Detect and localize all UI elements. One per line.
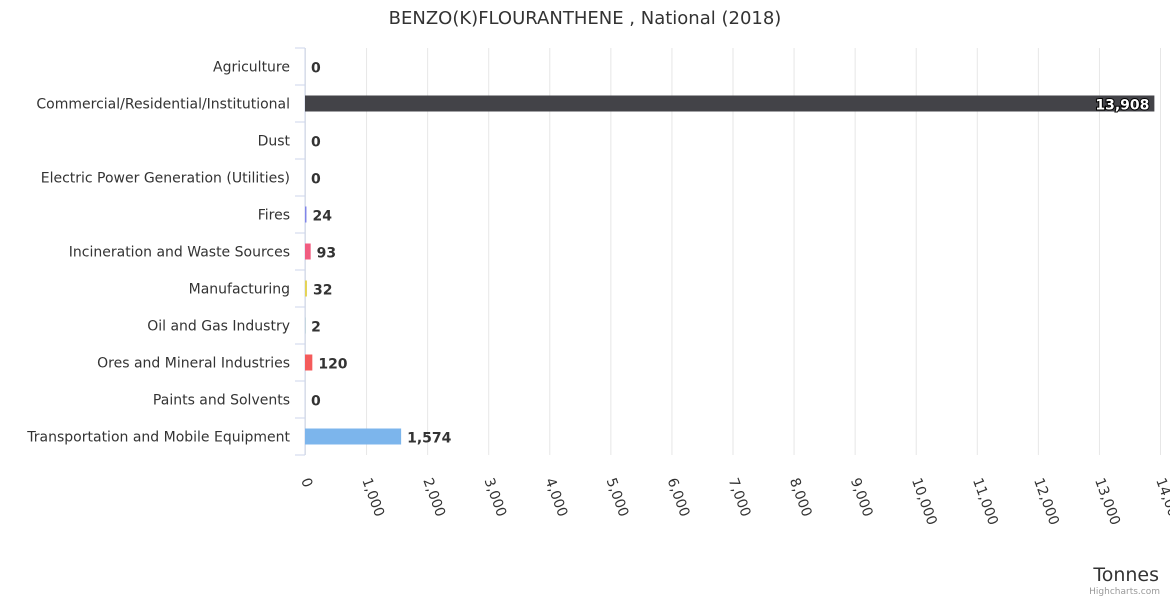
category-label: Dust [258, 134, 291, 150]
data-label: 1,574 [407, 431, 452, 447]
bar[interactable] [305, 428, 402, 445]
bar[interactable] [305, 280, 307, 297]
bar[interactable] [305, 95, 1155, 112]
category-label: Ores and Mineral Industries [97, 356, 290, 372]
tick-label: 3,000 [480, 476, 509, 519]
tick-label: 1,000 [358, 476, 387, 519]
grid-lines [305, 48, 1161, 455]
tick-label: 5,000 [603, 476, 632, 519]
category-label: Electric Power Generation (Utilities) [41, 171, 290, 187]
data-label: 0 [311, 135, 321, 151]
bar[interactable] [305, 206, 307, 223]
data-label: 24 [312, 209, 332, 225]
tick-label: 12,000 [1030, 476, 1062, 528]
category-label: Incineration and Waste Sources [69, 245, 290, 261]
data-label: 0 [311, 61, 321, 77]
category-ticks [295, 47, 306, 456]
tick-label: 0 [297, 476, 315, 490]
data-label: 32 [313, 283, 332, 299]
data-labels: 0 13,908 0 0 24 93 32 2 120 0 1,574 [311, 61, 1150, 447]
category-label: Transportation and Mobile Equipment [26, 430, 290, 446]
data-label: 2 [311, 320, 321, 336]
value-axis-title: Tonnes [1092, 564, 1159, 586]
category-label: Commercial/Residential/Institutional [36, 97, 290, 113]
tick-label: 13,000 [1091, 476, 1123, 528]
tick-label: 9,000 [847, 476, 876, 519]
tick-label: 7,000 [725, 476, 754, 519]
tick-label: 6,000 [664, 476, 693, 519]
data-label: 93 [317, 246, 336, 262]
data-label: 0 [311, 172, 321, 188]
tick-label: 4,000 [542, 476, 571, 519]
data-label: 13,908 [1095, 98, 1149, 114]
data-label: 0 [311, 394, 321, 410]
bar[interactable] [305, 354, 313, 371]
tick-label: 11,000 [969, 476, 1001, 528]
category-label: Fires [258, 208, 290, 224]
data-label: 120 [318, 357, 347, 373]
bar[interactable] [305, 243, 311, 260]
category-label: Manufacturing [189, 282, 290, 298]
category-label: Oil and Gas Industry [147, 319, 290, 335]
chart-title: BENZO(K)FLOURANTHENE , National (2018) [389, 8, 782, 29]
tick-label: 2,000 [419, 476, 448, 519]
tick-label: 14,000 [1152, 476, 1170, 528]
category-label: Paints and Solvents [153, 393, 290, 409]
tick-label: 8,000 [786, 476, 815, 519]
bars [305, 95, 1155, 445]
credits-link[interactable]: Highcharts.com [1089, 587, 1160, 597]
category-label: Agriculture [213, 60, 290, 76]
tick-labels: 0 1,000 2,000 3,000 4,000 5,000 6,000 7,000 8,00… [297, 476, 1170, 528]
tick-label: 10,000 [908, 476, 940, 528]
category-labels: Agriculture Commercial/Residential/Instit… [26, 60, 290, 446]
